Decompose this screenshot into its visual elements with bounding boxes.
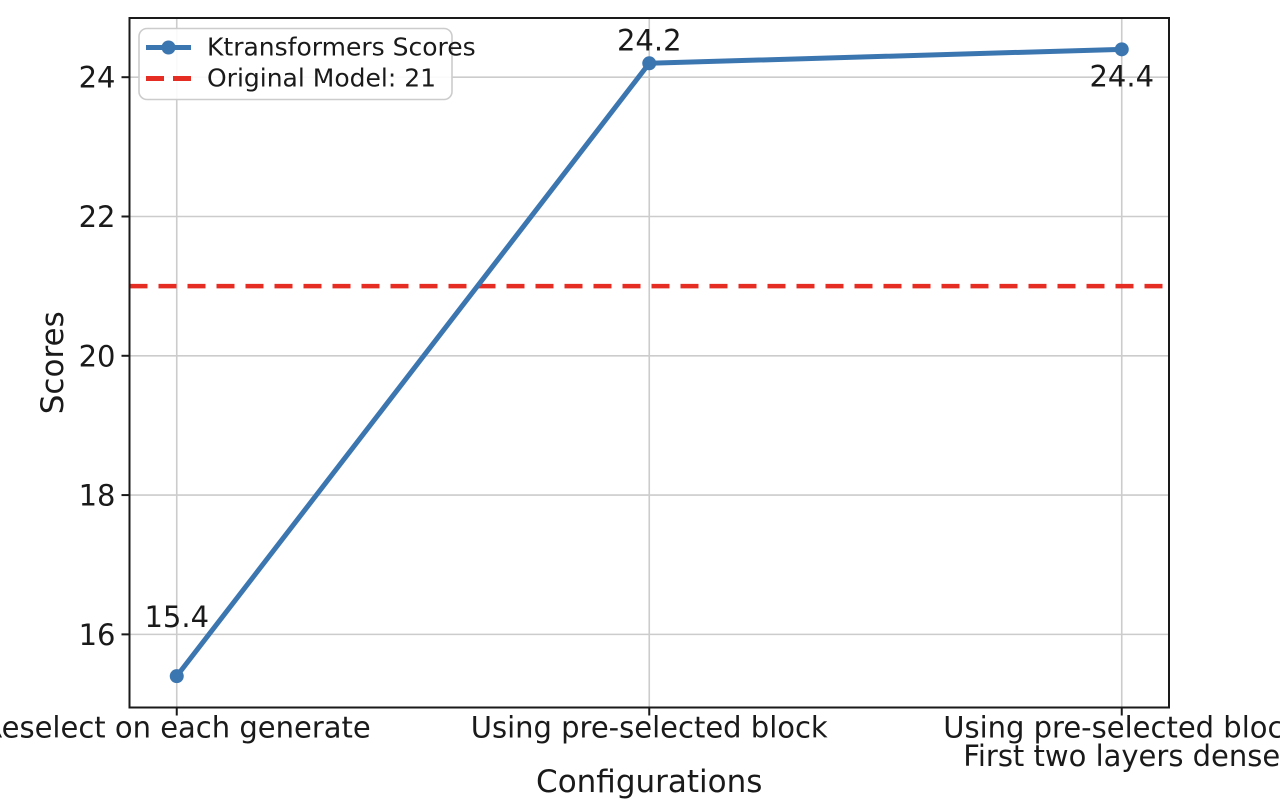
y-axis-label: Scores xyxy=(35,311,71,414)
legend-label-original-model: Original Model: 21 xyxy=(207,64,436,93)
y-tick-label: 16 xyxy=(79,618,116,652)
legend-marker-sample xyxy=(161,40,176,55)
x-tick-label: Reselect on each generate xyxy=(0,711,371,745)
point-label: 24.4 xyxy=(1089,59,1154,93)
point-label: 24.2 xyxy=(617,23,682,57)
y-tick-label: 20 xyxy=(79,339,116,373)
legend-box xyxy=(138,27,453,101)
y-tick-label: 22 xyxy=(79,200,116,234)
y-tick-label: 24 xyxy=(79,61,116,95)
point-label: 15.4 xyxy=(144,600,209,634)
x-tick-label: Using pre-selected block xyxy=(471,711,828,745)
data-point-marker xyxy=(169,669,184,684)
y-tick-label: 18 xyxy=(79,479,116,513)
x-tick-label: Using pre-selected block First two layers… xyxy=(943,711,1280,774)
x-axis-label: Configurations xyxy=(536,764,762,800)
legend-label-ktransformers: Ktransformers Scores xyxy=(207,33,476,62)
data-point-marker xyxy=(1114,42,1129,57)
data-point-marker xyxy=(642,56,657,71)
